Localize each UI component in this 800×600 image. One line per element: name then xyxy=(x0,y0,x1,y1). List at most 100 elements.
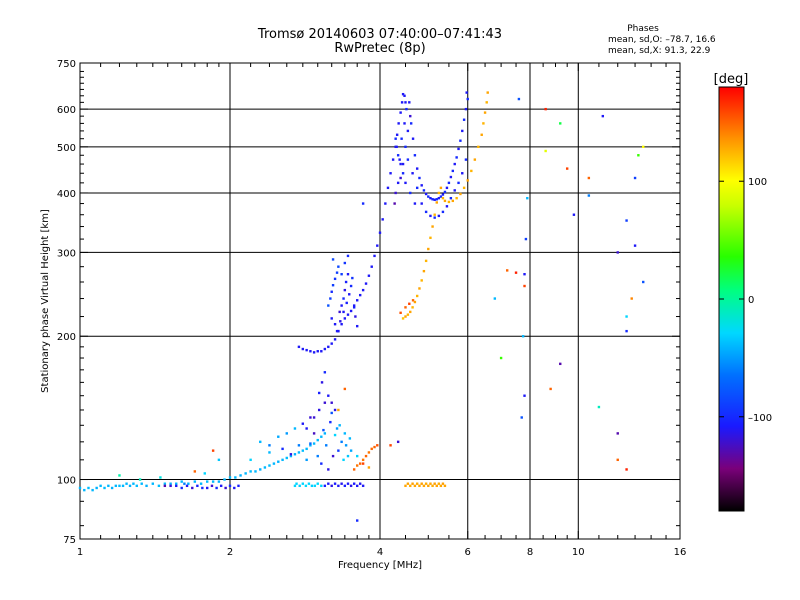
data-point xyxy=(409,122,413,125)
data-point xyxy=(125,482,128,485)
data-point xyxy=(355,299,359,302)
data-point xyxy=(205,486,209,490)
data-point xyxy=(320,462,323,465)
data-point xyxy=(343,387,347,391)
colorbar-tick-label: 0 xyxy=(748,295,754,306)
data-point xyxy=(203,472,206,475)
data-point xyxy=(447,181,451,185)
data-point xyxy=(323,432,327,435)
data-point xyxy=(459,192,462,196)
data-point xyxy=(293,427,297,430)
data-point xyxy=(320,381,324,384)
data-point xyxy=(301,482,305,485)
data-point xyxy=(317,408,321,412)
data-point xyxy=(462,118,466,121)
data-point xyxy=(249,470,252,473)
data-point xyxy=(355,484,359,488)
data-point xyxy=(268,451,271,454)
data-point xyxy=(483,111,487,114)
data-point xyxy=(422,269,426,273)
data-point xyxy=(249,458,252,462)
data-point xyxy=(309,416,312,419)
data-point xyxy=(345,301,348,305)
data-point xyxy=(403,122,406,125)
data-point xyxy=(411,306,414,309)
data-point xyxy=(361,458,365,462)
data-point xyxy=(367,451,371,454)
data-point xyxy=(437,196,441,200)
data-point xyxy=(322,428,325,432)
data-point xyxy=(406,313,410,316)
data-point xyxy=(381,218,384,221)
data-point xyxy=(523,273,526,276)
data-point xyxy=(418,176,421,180)
x-tick-label: 4 xyxy=(377,547,383,558)
data-point xyxy=(335,271,339,274)
data-point xyxy=(325,444,328,447)
data-point xyxy=(625,315,628,318)
data-point xyxy=(193,480,197,483)
data-point xyxy=(396,154,400,157)
data-point xyxy=(439,186,443,190)
data-point xyxy=(297,444,301,447)
x-tick-labels: 1 2 4 6 8 10 16 xyxy=(77,547,687,558)
data-point xyxy=(408,302,411,305)
data-point xyxy=(305,447,308,451)
data-point xyxy=(429,482,432,485)
data-point xyxy=(406,129,410,133)
data-point xyxy=(337,265,340,268)
data-point xyxy=(633,176,637,180)
data-point xyxy=(433,482,436,485)
data-point xyxy=(409,191,412,195)
data-point xyxy=(259,440,262,444)
data-point xyxy=(461,129,464,133)
data-point xyxy=(183,482,186,485)
data-point xyxy=(395,145,398,149)
data-points xyxy=(78,91,645,522)
data-point xyxy=(316,350,319,353)
data-point xyxy=(397,122,400,125)
data-point xyxy=(304,484,308,488)
data-point xyxy=(305,458,308,462)
data-point xyxy=(393,202,396,205)
data-point xyxy=(616,458,619,462)
data-point xyxy=(453,189,456,192)
data-point xyxy=(493,297,497,300)
data-point xyxy=(470,169,473,173)
data-point xyxy=(411,299,415,302)
data-point xyxy=(313,484,317,488)
data-point xyxy=(464,107,468,111)
y-tick-label: 600 xyxy=(57,105,76,116)
data-point xyxy=(310,484,314,488)
colorbar-tick-label: 100 xyxy=(748,177,767,188)
data-point xyxy=(625,219,628,222)
data-point xyxy=(401,317,405,320)
data-point xyxy=(449,196,453,200)
data-point xyxy=(95,486,98,490)
data-point xyxy=(346,482,350,485)
data-point xyxy=(404,315,407,318)
data-point xyxy=(272,462,276,465)
data-point xyxy=(431,225,434,228)
data-point xyxy=(352,304,356,307)
data-point xyxy=(323,347,327,351)
data-point xyxy=(370,447,373,451)
data-point xyxy=(523,394,526,397)
data-point xyxy=(352,306,356,309)
data-point xyxy=(297,345,301,349)
data-point xyxy=(367,274,371,277)
data-point xyxy=(169,482,172,485)
chart-subtitle: RwPretec (8p) xyxy=(334,41,425,56)
data-point xyxy=(427,484,430,488)
data-point xyxy=(439,484,443,488)
data-point xyxy=(330,401,333,404)
data-point xyxy=(99,484,102,488)
data-point xyxy=(91,488,94,492)
data-point xyxy=(346,273,350,276)
data-point xyxy=(544,149,547,153)
data-point xyxy=(331,258,335,261)
data-point xyxy=(329,420,332,424)
phases-mean-x: mean, sd,X: 91.3, 22.9 xyxy=(608,46,711,56)
data-point xyxy=(386,186,390,190)
